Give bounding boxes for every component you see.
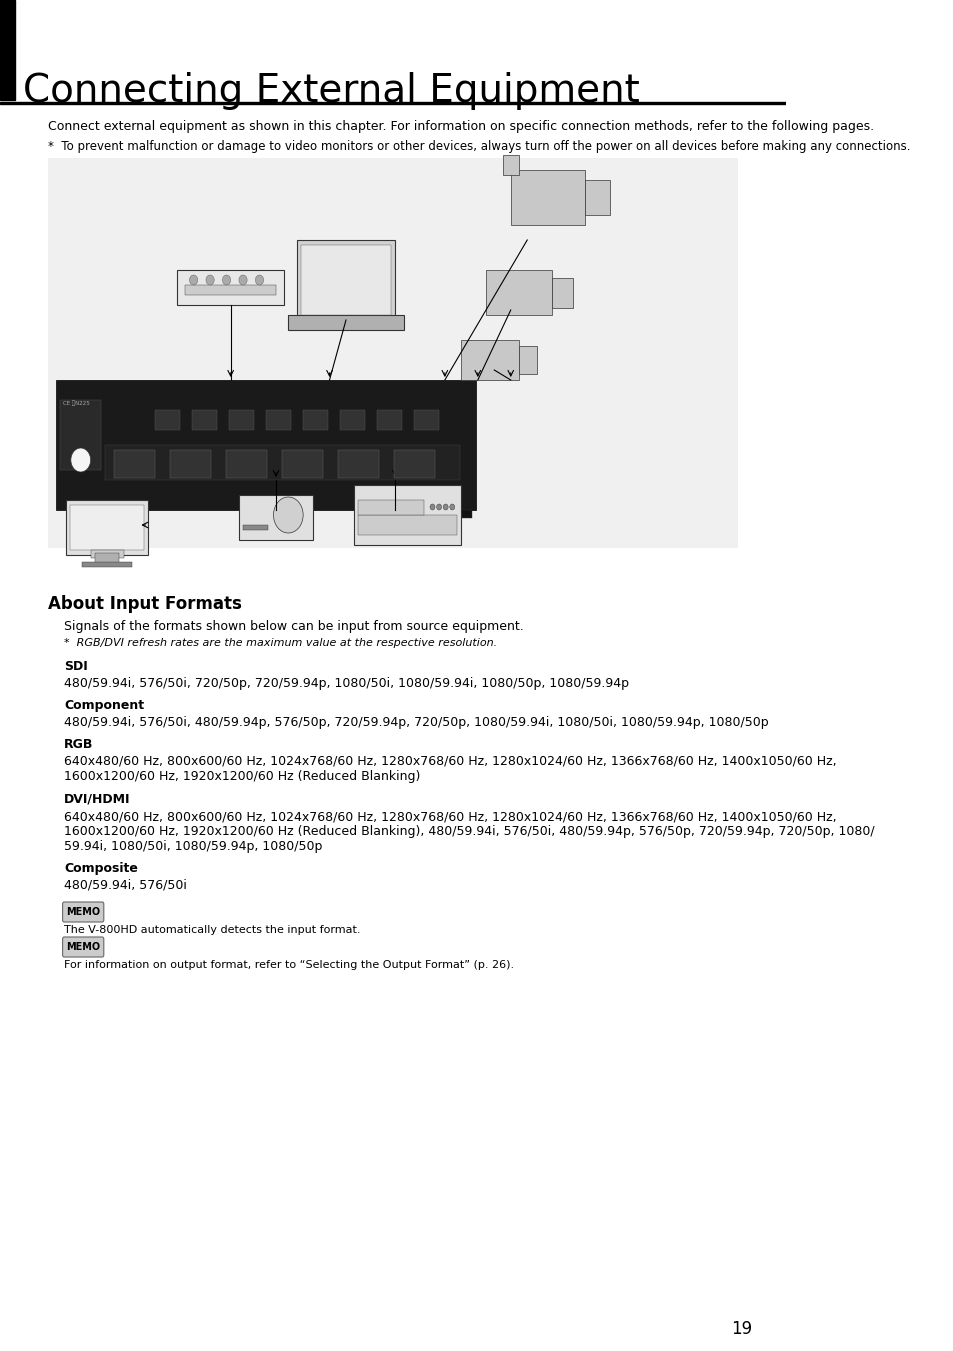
Bar (91, 550, 124, 558)
Text: Signals of the formats shown below can be input from source equipment.: Signals of the formats shown below can b… (64, 620, 523, 634)
Bar (354, 485, 461, 544)
Bar (394, 450, 435, 478)
Bar (451, 509, 472, 517)
Bar (300, 245, 391, 315)
Bar (510, 170, 584, 226)
Bar (414, 409, 438, 430)
Bar (113, 450, 154, 478)
Text: 480/59.94i, 576/50i: 480/59.94i, 576/50i (64, 880, 187, 892)
Text: Connect external equipment as shown in this chapter. For information on specific: Connect external equipment as shown in t… (48, 120, 873, 132)
Bar (226, 450, 267, 478)
Bar (177, 270, 284, 305)
Text: 640x480/60 Hz, 800x600/60 Hz, 1024x768/60 Hz, 1280x768/60 Hz, 1280x1024/60 Hz, 1: 640x480/60 Hz, 800x600/60 Hz, 1024x768/6… (64, 755, 836, 784)
Bar (66, 500, 148, 555)
Circle shape (274, 497, 303, 534)
Bar (56, 380, 476, 509)
Bar (358, 500, 424, 515)
Bar (0, 101, 785, 104)
Text: MEMO: MEMO (66, 942, 100, 952)
Bar (502, 155, 518, 176)
Text: 640x480/60 Hz, 800x600/60 Hz, 1024x768/60 Hz, 1280x768/60 Hz, 1280x1024/60 Hz, 1: 640x480/60 Hz, 800x600/60 Hz, 1024x768/6… (64, 811, 874, 852)
Bar (584, 180, 609, 215)
Bar (303, 409, 328, 430)
Text: MEMO: MEMO (66, 907, 100, 917)
Bar (358, 515, 456, 535)
Text: Connecting External Equipment: Connecting External Equipment (23, 72, 639, 109)
Bar (376, 409, 401, 430)
Circle shape (238, 276, 247, 285)
Bar (0, 0, 15, 100)
Bar (70, 505, 144, 550)
Circle shape (190, 276, 197, 285)
Bar (266, 409, 291, 430)
Bar (170, 450, 211, 478)
Text: DVI/HDMI: DVI/HDMI (64, 793, 131, 807)
Text: For information on output format, refer to “Selecting the Output Format” (p. 26): For information on output format, refer … (64, 961, 514, 970)
Bar (243, 526, 268, 530)
FancyBboxPatch shape (63, 938, 104, 957)
Bar (552, 278, 572, 308)
Bar (154, 409, 179, 430)
Bar (82, 562, 132, 567)
Circle shape (443, 504, 448, 509)
Text: 480/59.94i, 576/50i, 480/59.94p, 576/50p, 720/59.94p, 720/50p, 1080/59.94i, 1080: 480/59.94i, 576/50i, 480/59.94p, 576/50p… (64, 716, 768, 730)
Bar (340, 409, 365, 430)
Bar (337, 450, 378, 478)
Text: RGB: RGB (64, 738, 93, 751)
Circle shape (430, 504, 435, 509)
Text: About Input Formats: About Input Formats (48, 594, 241, 613)
Text: CE ⓒN225: CE ⓒN225 (63, 400, 90, 405)
FancyBboxPatch shape (63, 902, 104, 921)
Text: *  To prevent malfunction or damage to video monitors or other devices, always t: * To prevent malfunction or damage to vi… (48, 141, 909, 153)
Bar (485, 270, 552, 315)
Text: 480/59.94i, 576/50i, 720/50p, 720/59.94p, 1080/50i, 1080/59.94i, 1080/50p, 1080/: 480/59.94i, 576/50i, 720/50p, 720/59.94p… (64, 677, 629, 690)
Bar (229, 409, 253, 430)
Bar (185, 285, 275, 295)
Bar (461, 340, 518, 380)
Circle shape (206, 276, 214, 285)
Circle shape (71, 449, 91, 471)
Bar (72, 509, 93, 517)
Bar (296, 240, 395, 320)
Text: SDI: SDI (64, 661, 88, 673)
Bar (238, 494, 313, 540)
Circle shape (436, 504, 441, 509)
Text: 19: 19 (730, 1320, 751, 1337)
Bar (106, 444, 459, 480)
Text: *  RGB/DVI refresh rates are the maximum value at the respective resolution.: * RGB/DVI refresh rates are the maximum … (64, 638, 497, 648)
Bar (192, 409, 216, 430)
Circle shape (449, 504, 455, 509)
Bar (518, 346, 537, 374)
Bar (60, 400, 101, 470)
Text: Composite: Composite (64, 862, 138, 875)
Bar (48, 158, 738, 549)
Bar (94, 553, 119, 565)
Text: Component: Component (64, 698, 144, 712)
Bar (288, 315, 403, 330)
Bar (281, 450, 322, 478)
Text: The V-800HD automatically detects the input format.: The V-800HD automatically detects the in… (64, 925, 360, 935)
Circle shape (255, 276, 263, 285)
Circle shape (222, 276, 231, 285)
